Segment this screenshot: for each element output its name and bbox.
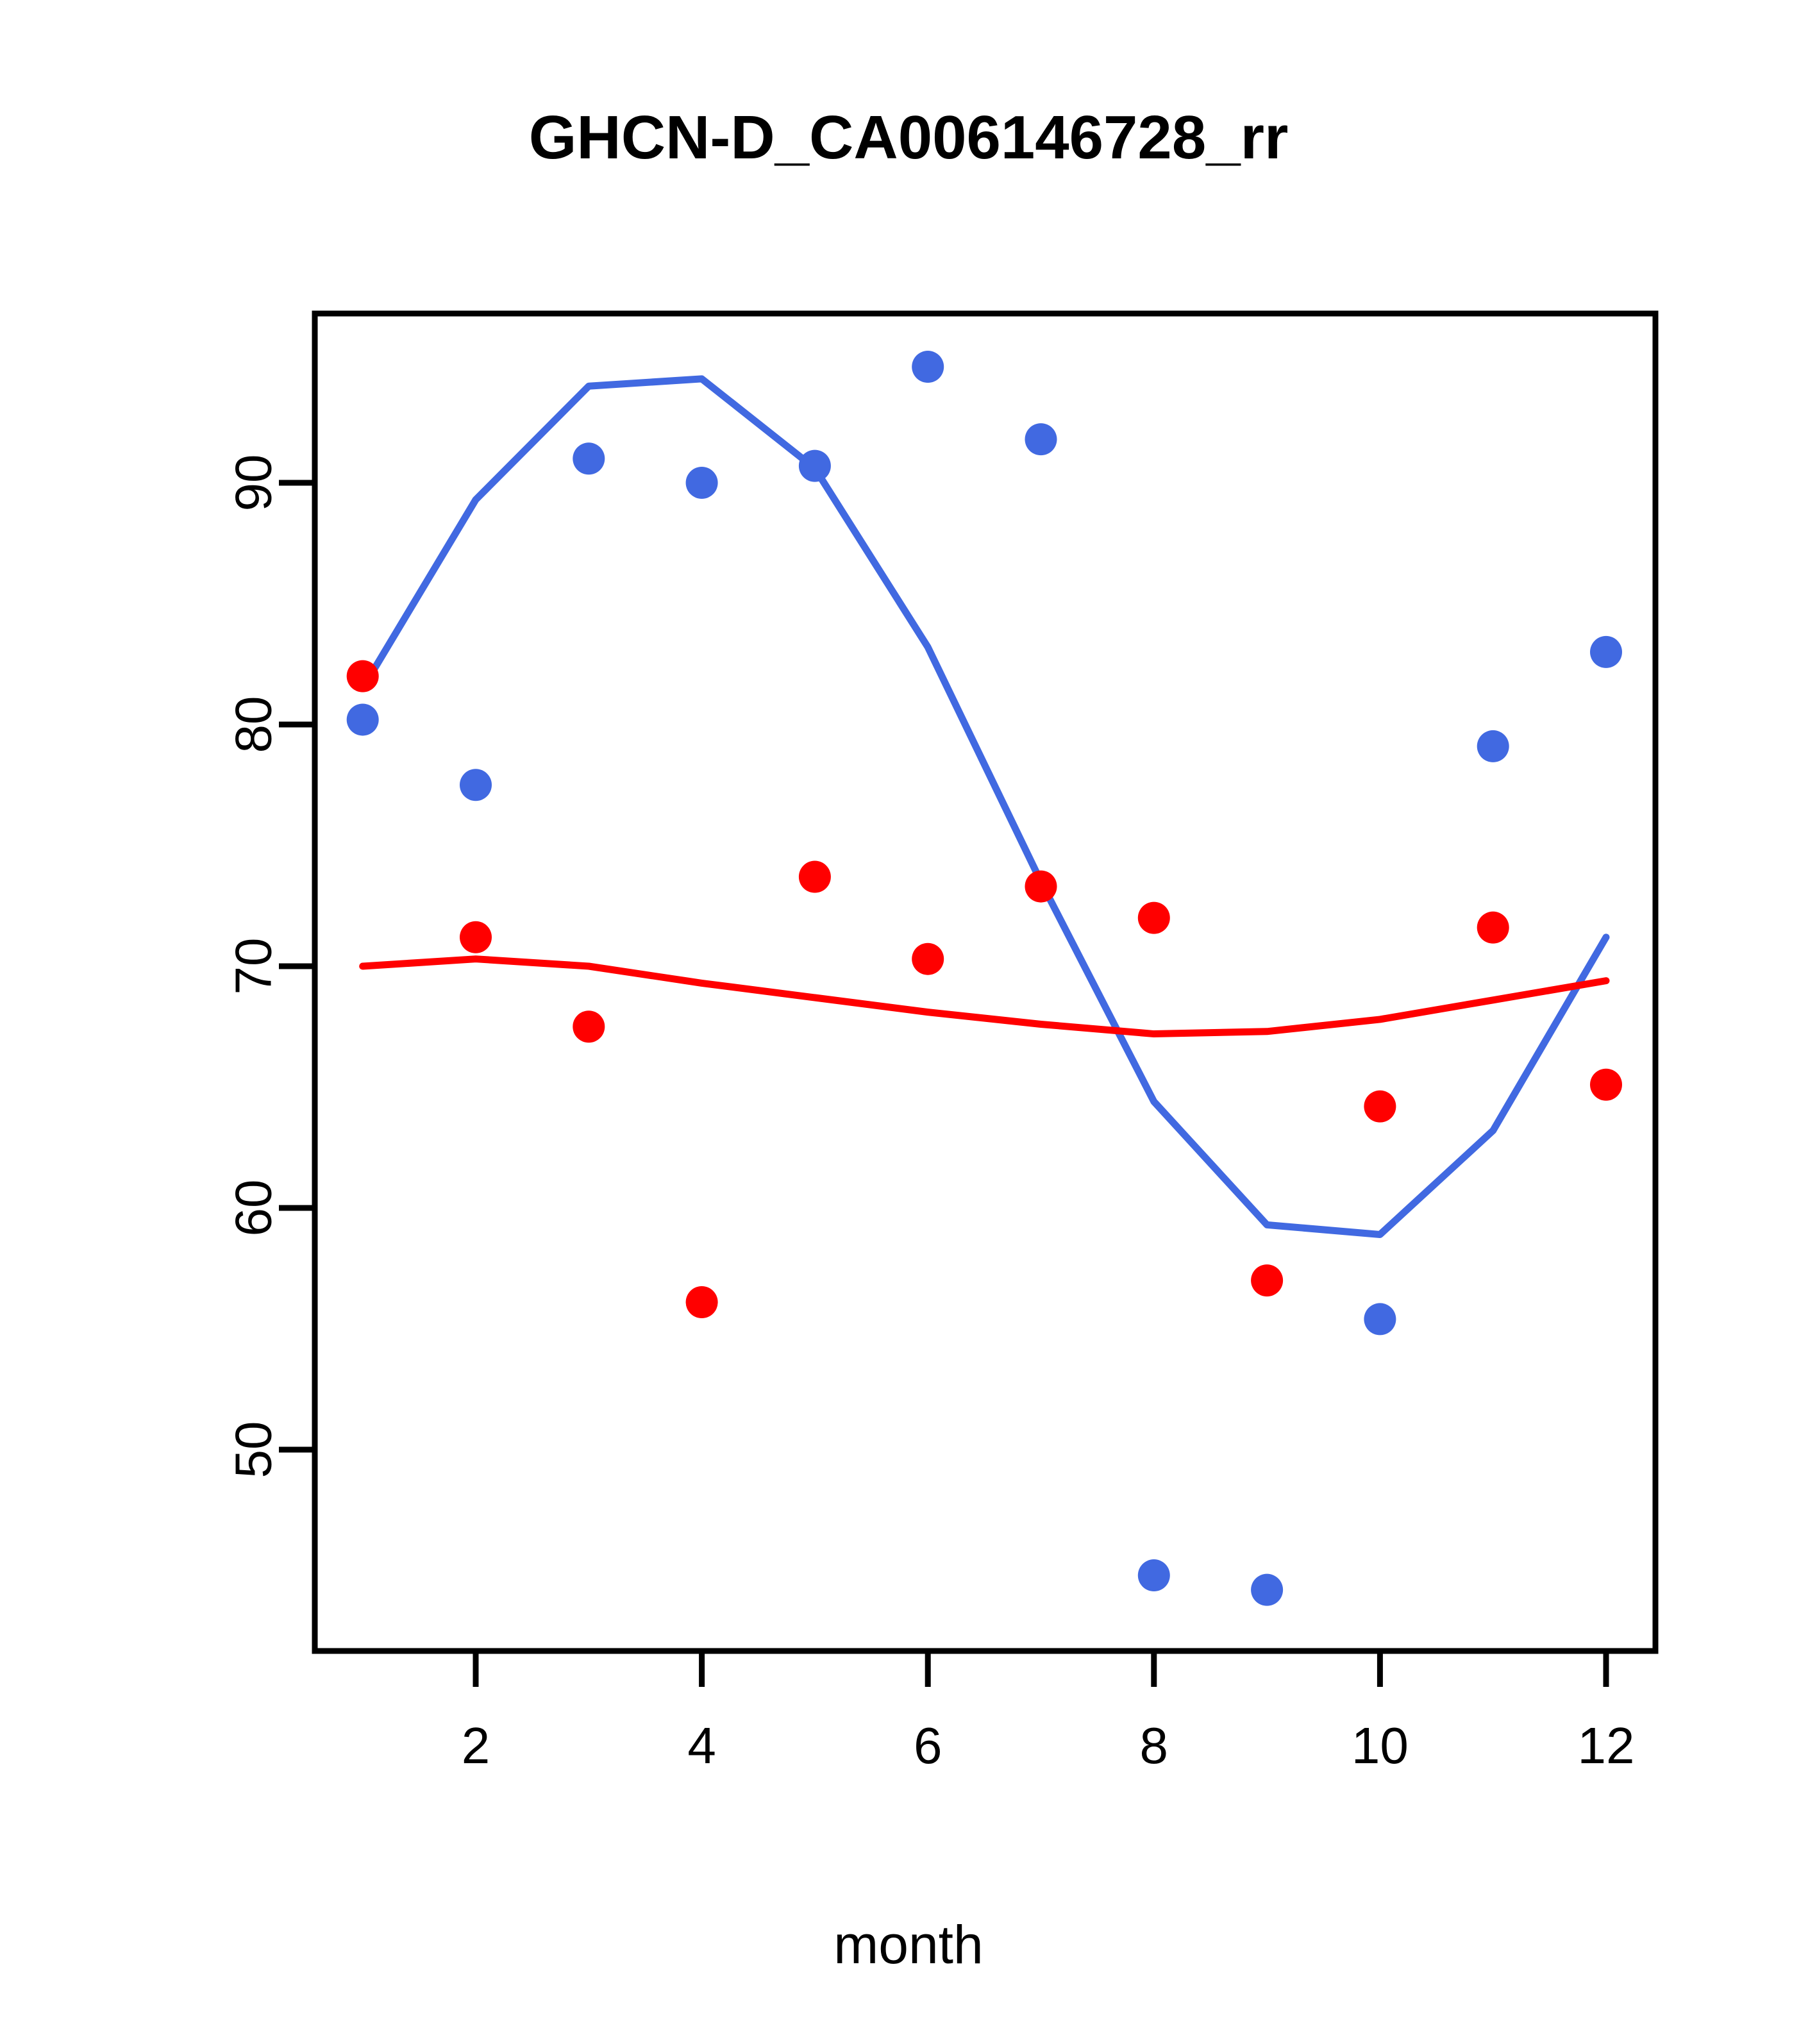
x-axis-tick-label: 10 bbox=[1352, 1717, 1409, 1774]
data-point-blue-points bbox=[1025, 423, 1057, 456]
series-line-red-line bbox=[359, 955, 1610, 1038]
axis-layer: 50 60 70 80 90 2 4 6 8 10 12 bbox=[225, 310, 1659, 1774]
data-point-blue-points bbox=[346, 703, 379, 736]
x-axis-label: month bbox=[833, 1914, 984, 1975]
x-axis-tick-label: 4 bbox=[687, 1717, 716, 1774]
y-axis-tick-label: 90 bbox=[225, 455, 282, 512]
data-point-red-points bbox=[1137, 901, 1170, 934]
y-axis-tick-label: 80 bbox=[225, 696, 282, 753]
data-point-red-points bbox=[1364, 1090, 1396, 1123]
data-point-red-points bbox=[1251, 1264, 1284, 1297]
data-point-red-points bbox=[912, 942, 944, 975]
series-layer bbox=[346, 351, 1622, 1606]
data-point-blue-points bbox=[460, 769, 492, 801]
y-axis-tick-label: 70 bbox=[225, 938, 282, 995]
data-point-red-points bbox=[1477, 911, 1509, 944]
y-axis-tick-label: 50 bbox=[225, 1421, 282, 1479]
data-point-red-points bbox=[573, 1010, 605, 1043]
data-point-blue-points bbox=[1590, 635, 1622, 668]
data-point-blue-points bbox=[798, 449, 831, 482]
data-point-blue-points bbox=[685, 467, 718, 499]
data-point-red-points bbox=[346, 660, 379, 692]
x-axis-tick-label: 6 bbox=[914, 1717, 942, 1774]
x-axis-tick-label: 12 bbox=[1578, 1717, 1635, 1774]
data-point-red-points bbox=[1590, 1068, 1622, 1101]
data-point-red-points bbox=[798, 860, 831, 893]
data-point-red-points bbox=[460, 921, 492, 953]
data-point-blue-points bbox=[1477, 730, 1509, 762]
data-point-blue-points bbox=[573, 442, 605, 475]
x-axis-tick-label: 2 bbox=[462, 1717, 490, 1774]
data-point-blue-points bbox=[1364, 1303, 1396, 1336]
data-point-blue-points bbox=[1137, 1559, 1170, 1592]
data-point-red-points bbox=[1025, 870, 1057, 903]
series-line-blue-line bbox=[359, 375, 1610, 1238]
plot-box bbox=[312, 310, 1659, 1654]
data-point-blue-points bbox=[912, 351, 944, 383]
y-axis-tick-label: 60 bbox=[225, 1180, 282, 1237]
page-title: GHCN-D_CA006146728_rr bbox=[528, 103, 1289, 172]
data-point-red-points bbox=[685, 1286, 718, 1319]
data-point-blue-points bbox=[1251, 1573, 1284, 1606]
x-axis-tick-label: 8 bbox=[1140, 1717, 1169, 1774]
